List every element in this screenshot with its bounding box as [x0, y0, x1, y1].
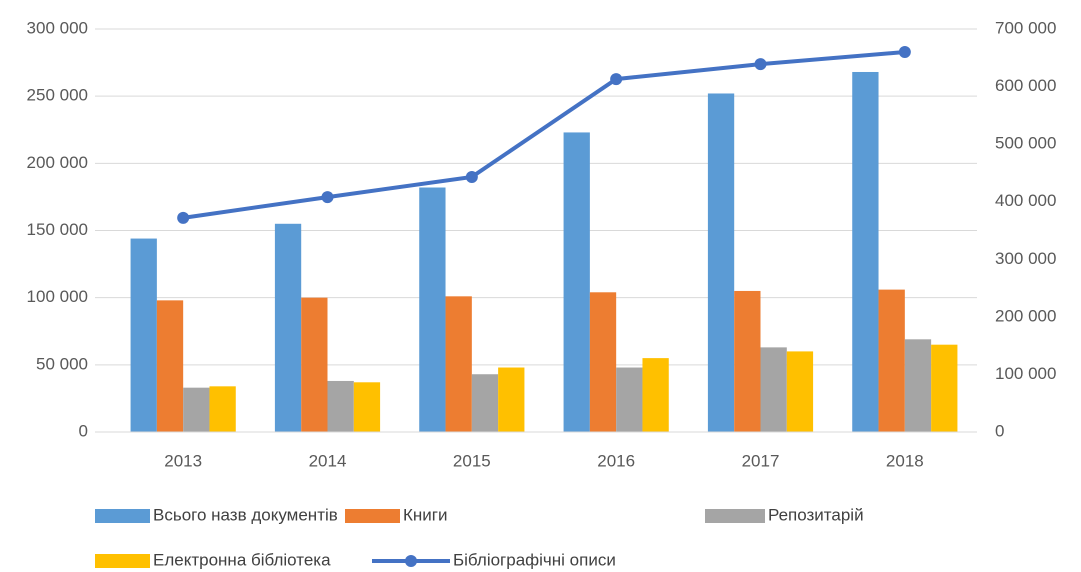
bar: [183, 387, 210, 432]
x-tick-label: 2017: [742, 451, 780, 470]
y-tick-label: 100 000: [27, 287, 88, 306]
x-tick-label: 2016: [597, 451, 635, 470]
y2-tick-label: 0: [995, 421, 1004, 440]
x-tick-label: 2018: [886, 451, 924, 470]
line-point: [610, 73, 623, 86]
bar: [707, 93, 735, 432]
legend-swatch: [345, 509, 400, 523]
bar: [353, 382, 381, 432]
bar: [904, 339, 932, 432]
line-point: [754, 58, 767, 71]
legend-swatch: [95, 509, 150, 523]
y-tick-label: 0: [79, 421, 88, 440]
legend-label: Електронна бібліотека: [153, 550, 331, 569]
y2-tick-label: 400 000: [995, 191, 1056, 210]
y2-tick-label: 600 000: [995, 76, 1056, 95]
bar: [734, 290, 761, 432]
bar: [786, 351, 814, 432]
x-tick-label: 2015: [453, 451, 491, 470]
legend-marker: [405, 555, 417, 567]
line-point: [321, 191, 334, 204]
legend-label: Всього назв документів: [153, 505, 338, 524]
bar: [209, 386, 236, 432]
x-tick-label: 2014: [309, 451, 347, 470]
bar: [589, 292, 617, 432]
bar: [445, 296, 472, 432]
bar: [878, 289, 905, 432]
legend-label: Репозитарій: [768, 505, 864, 524]
bar: [563, 132, 590, 433]
y-tick-label: 150 000: [27, 220, 88, 239]
y2-tick-label: 100 000: [995, 364, 1056, 383]
y-tick-label: 200 000: [27, 153, 88, 172]
bar: [642, 358, 669, 432]
bar: [498, 367, 525, 432]
y2-tick-label: 500 000: [995, 134, 1056, 153]
bar: [616, 367, 643, 432]
bar: [274, 223, 302, 432]
y2-tick-label: 700 000: [995, 18, 1056, 37]
bar: [760, 347, 787, 432]
legend-label: Бібліографічні описи: [453, 550, 616, 569]
line-point: [177, 211, 190, 224]
y2-tick-label: 300 000: [995, 249, 1056, 268]
y2-tick-label: 200 000: [995, 306, 1056, 325]
bar: [130, 238, 157, 432]
bar: [471, 374, 499, 432]
legend-swatch: [95, 554, 150, 568]
line-point: [898, 46, 911, 59]
line: [182, 50, 905, 220]
y-tick-label: 250 000: [27, 86, 88, 105]
y-tick-label: 50 000: [36, 354, 88, 373]
bar: [301, 297, 328, 432]
bar: [419, 187, 446, 432]
legend-label: Книги: [403, 505, 447, 524]
line-point: [465, 170, 478, 183]
bar: [852, 71, 879, 432]
bar: [931, 344, 958, 432]
x-tick-label: 2013: [164, 451, 202, 470]
y-tick-label: 300 000: [27, 18, 88, 37]
bar: [156, 300, 184, 432]
legend-swatch: [705, 509, 765, 523]
bar: [327, 380, 354, 432]
